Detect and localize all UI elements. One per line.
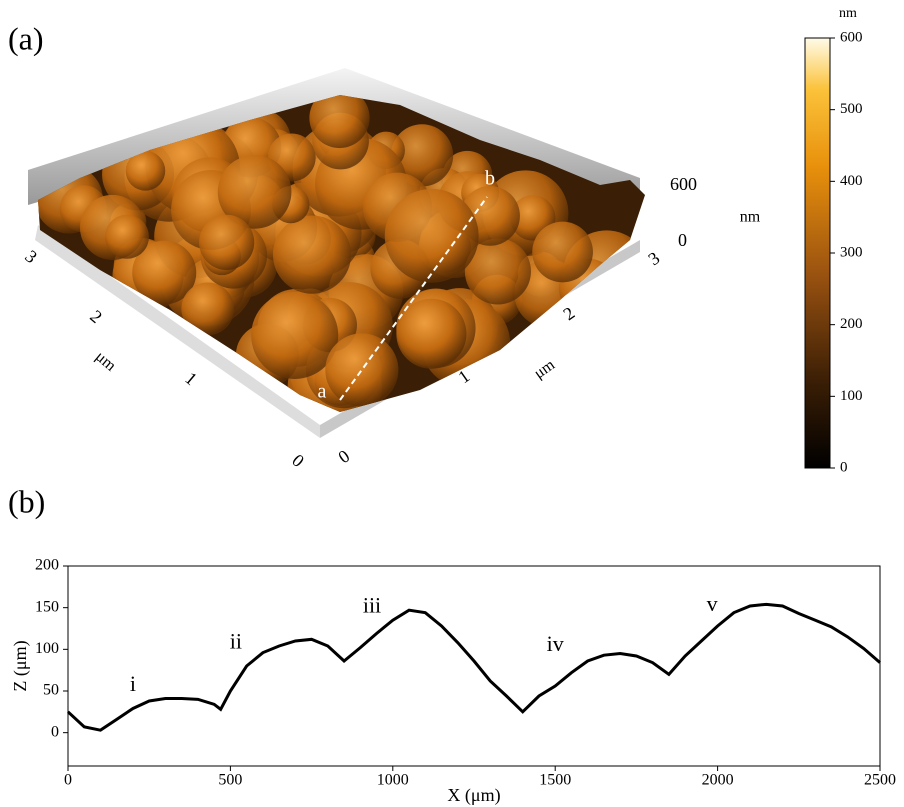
grain [181, 283, 234, 336]
axis-unit: μm [92, 348, 119, 375]
y-axis-label: Z (μm) [10, 640, 31, 691]
point-label: a [318, 381, 327, 403]
y-tick-label: 0 [288, 450, 308, 471]
grain [273, 216, 351, 294]
x-tick-label: 500 [218, 772, 242, 789]
grain [532, 222, 593, 283]
panel-label: (a) [8, 20, 44, 56]
annotation: v [707, 591, 718, 616]
colorbar-tick-label: 500 [840, 101, 863, 117]
x-tick-label: 2500 [864, 772, 896, 789]
y-tick-label: 0 [51, 723, 59, 740]
colorbar-unit: nm [839, 6, 857, 21]
grain [325, 333, 398, 406]
grain [105, 215, 149, 259]
x-tick-label: 2000 [702, 772, 734, 789]
grain [385, 189, 479, 283]
annotation: i [130, 671, 136, 696]
z-tick-label: 0 [678, 230, 687, 250]
grain [251, 292, 338, 379]
x-tick-label: 0 [64, 772, 72, 789]
y-tick-label: 1 [181, 368, 201, 389]
y-tick-label: 3 [21, 246, 41, 267]
x-tick-label: 1 [455, 366, 474, 388]
x-tick-label: 1000 [377, 772, 409, 789]
annotation: iv [547, 631, 564, 656]
z-tick-label: 600 [670, 174, 697, 194]
surface-3d: a b [28, 68, 650, 438]
colorbar-tick-label: 400 [840, 173, 863, 189]
x-tick-label: 0 [335, 446, 354, 468]
figure: a b (a) (b) μm μm nm nm X (μm) Z (μm) 0 1… [0, 0, 904, 807]
y-tick-label: 2 [86, 306, 106, 327]
plot-frame [68, 566, 880, 766]
x-tick-label: 1500 [539, 772, 571, 789]
x-axis-label: X (μm) [447, 785, 500, 806]
colorbar-tick-label: 100 [840, 388, 863, 404]
annotation: ii [230, 629, 242, 654]
panel-label: (b) [8, 483, 45, 519]
colorbar-tick-label: 300 [840, 244, 863, 260]
annotation: iii [363, 593, 381, 618]
point-label: b [485, 168, 495, 190]
grain [199, 215, 254, 270]
colorbar-tick-label: 0 [840, 459, 848, 475]
x-tick-label: 3 [645, 248, 664, 270]
profile-line [68, 604, 880, 730]
colorbar-tick-label: 200 [840, 316, 863, 332]
y-tick-label: 100 [35, 640, 59, 657]
y-tick-label: 150 [35, 598, 59, 615]
colorbar-tick-label: 600 [840, 29, 863, 45]
axis-unit: nm [740, 209, 761, 226]
y-tick-label: 200 [35, 557, 59, 574]
axis-unit: μm [531, 356, 558, 382]
y-tick-label: 50 [43, 682, 59, 699]
colorbar [805, 38, 830, 468]
x-tick-label: 2 [560, 303, 579, 325]
